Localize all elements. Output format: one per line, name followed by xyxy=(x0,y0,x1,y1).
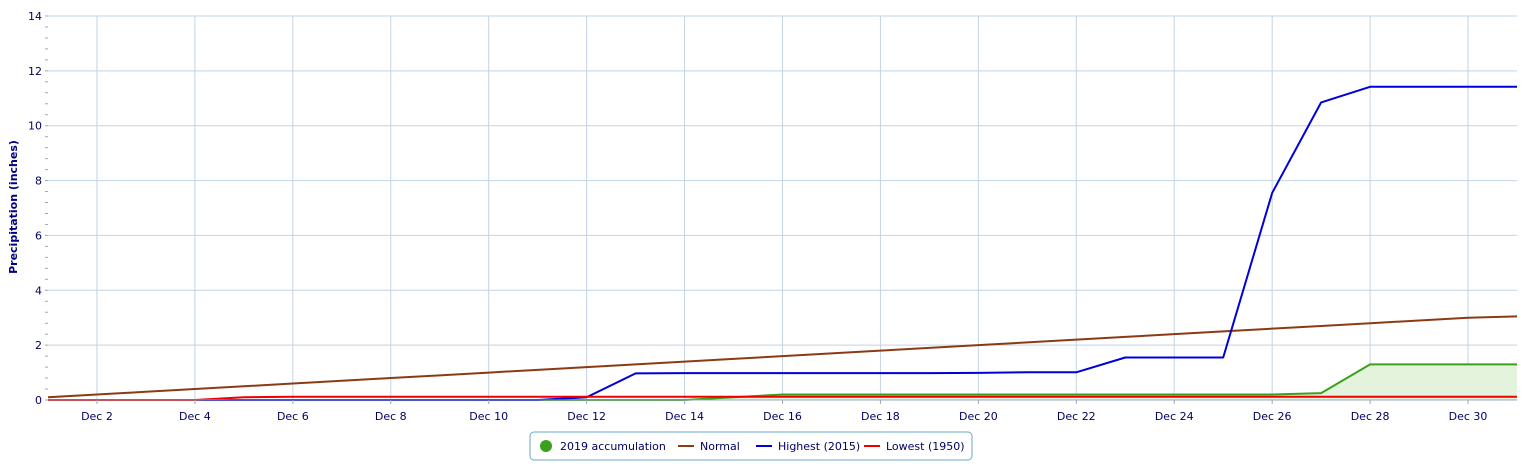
y-tick-label: 10 xyxy=(28,120,42,133)
series-line-1 xyxy=(47,315,1518,399)
x-tick-label: Dec 26 xyxy=(1253,410,1292,423)
y-axis-title: Precipitation (inches) xyxy=(7,140,20,274)
legend-label-0: 2019 accumulation xyxy=(560,440,666,453)
x-tick-label: Dec 8 xyxy=(375,410,407,423)
series-layer xyxy=(47,85,1518,401)
x-tick-label: Dec 24 xyxy=(1155,410,1194,423)
x-tick-label: Dec 10 xyxy=(469,410,508,423)
x-tick-label: Dec 2 xyxy=(81,410,113,423)
legend-label-2: Highest (2015) xyxy=(778,440,860,453)
grid-layer xyxy=(48,15,1517,401)
y-tick-label: 2 xyxy=(35,339,42,352)
y-tick-label: 12 xyxy=(28,65,42,78)
series-line-3 xyxy=(48,395,1517,401)
x-tick-label: Dec 6 xyxy=(277,410,309,423)
y-tick-label: 8 xyxy=(35,175,42,188)
x-tick-label: Dec 20 xyxy=(959,410,998,423)
y-tick-label: 0 xyxy=(35,394,42,407)
axis-layer: 0 2 4 6 8 10 12 14 Dec 2 Dec 4 Dec 6 Dec 8 Dec 10 Dec… xyxy=(28,10,1517,423)
legend: 2019 accumulation Normal Highest (2015) Low… xyxy=(529,431,973,461)
x-tick-label: Dec 30 xyxy=(1449,410,1488,423)
legend-marker-0 xyxy=(540,440,552,452)
y-tick-label: 4 xyxy=(35,284,42,297)
legend-box xyxy=(529,431,973,461)
y-tick-label: 6 xyxy=(35,229,42,242)
x-tick-label: Dec 14 xyxy=(665,410,704,423)
legend-label-1: Normal xyxy=(700,440,740,453)
x-tick-label: Dec 18 xyxy=(861,410,900,423)
x-tick-label: Dec 16 xyxy=(763,410,802,423)
x-tick-label: Dec 4 xyxy=(179,410,211,423)
y-tick-label: 14 xyxy=(28,10,42,23)
x-tick-label: Dec 28 xyxy=(1351,410,1390,423)
legend-label-3: Lowest (1950) xyxy=(886,440,965,453)
x-tick-label: Dec 12 xyxy=(567,410,606,423)
x-tick-label: Dec 22 xyxy=(1057,410,1096,423)
